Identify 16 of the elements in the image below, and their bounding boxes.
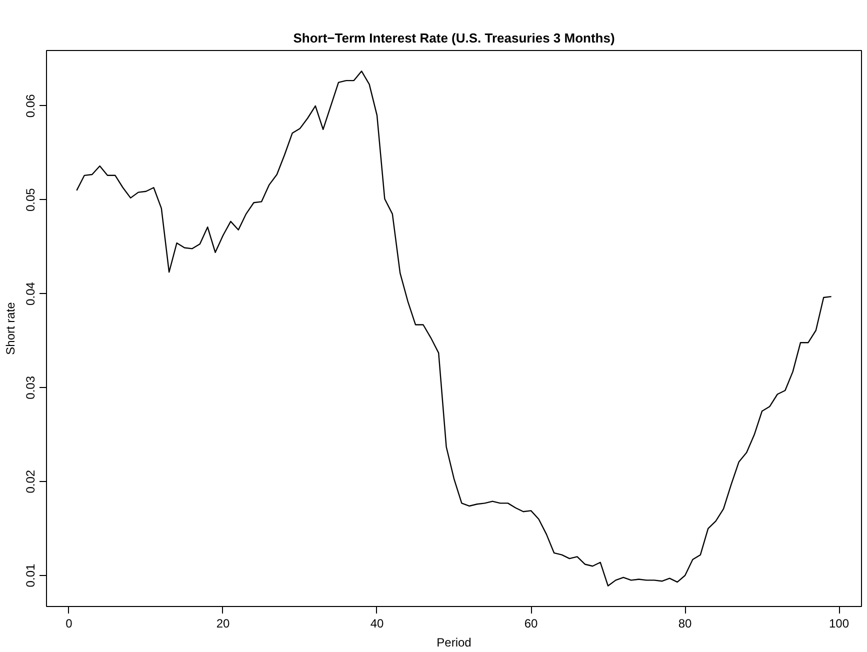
x-tick-label: 20 xyxy=(216,616,230,630)
y-tick-label: 0.04 xyxy=(24,282,38,306)
x-tick-label: 100 xyxy=(829,616,850,630)
x-tick-label: 60 xyxy=(524,616,538,630)
x-tick-label: 40 xyxy=(370,616,384,630)
y-axis-title: Short rate xyxy=(4,302,18,355)
y-tick-label: 0.03 xyxy=(24,376,38,400)
x-tick-label: 0 xyxy=(66,616,73,630)
chart-title: Short−Term Interest Rate (U.S. Treasuries 3 Months) xyxy=(293,30,615,46)
x-tick-label: 80 xyxy=(678,616,692,630)
y-tick-label: 0.05 xyxy=(24,188,38,212)
y-tick-label: 0.06 xyxy=(24,94,38,118)
y-tick-label: 0.01 xyxy=(24,564,38,588)
line-series xyxy=(76,70,832,586)
y-tick-label: 0.02 xyxy=(24,470,38,494)
x-axis-title: Period xyxy=(436,636,472,650)
